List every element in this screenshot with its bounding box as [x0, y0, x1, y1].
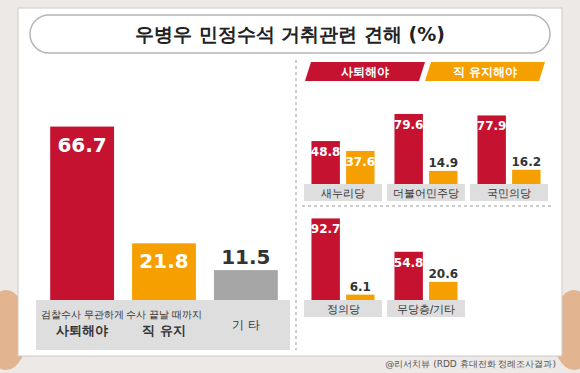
legend-label: 직 유지해야: [453, 65, 517, 79]
bars: [311, 218, 374, 300]
legend-label: 사퇴해야: [341, 65, 389, 79]
category-band: [387, 300, 465, 317]
data-label: 37.6: [346, 155, 376, 169]
category-band: [387, 184, 465, 201]
legend-swatch: [305, 62, 425, 81]
data-label: 21.8: [139, 249, 188, 273]
data-label: 92.7: [311, 222, 341, 236]
bar: [132, 243, 196, 300]
title: 우병우 민정수석 거취관련 견해 (%): [135, 23, 445, 45]
data-label: 79.6: [394, 118, 424, 132]
party-panel: 54.8 20.6 무당층/기타: [387, 252, 465, 317]
card: [18, 8, 562, 356]
bar: [311, 218, 339, 300]
category-label-line: 수사 끝날 때까지: [126, 309, 202, 320]
category-label: 수사 끝날 때까지직 유지: [126, 309, 202, 338]
chart-svg: 우병우 민정수석 거취관련 견해 (%) 66.7 21.8 11.5 검찰수사 무관하…: [0, 0, 580, 373]
bars: [394, 114, 457, 184]
bar: [429, 282, 457, 300]
category-label: 기 타: [232, 318, 260, 332]
bar: [512, 170, 540, 184]
data-label: 66.7: [57, 133, 106, 157]
category-label: 무당층/기타: [397, 303, 456, 315]
background: [0, 0, 580, 373]
bar: [477, 115, 505, 184]
title-box: [30, 15, 550, 53]
category-label: 검찰수사 무관하게사퇴해야: [41, 309, 124, 338]
chart-container: 우병우 민정수석 거취관련 견해 (%) 66.7 21.8 11.5 검찰수사 무관하…: [0, 0, 580, 373]
party-panel: 77.9 16.2 국민의당: [470, 115, 548, 201]
data-label: 54.8: [394, 256, 424, 270]
data-label: 77.9: [477, 119, 507, 133]
party-panel: 79.6 14.9 더불어민주당: [387, 114, 465, 201]
bar: [394, 252, 422, 300]
category-band: [36, 300, 290, 350]
party-chart: 사퇴해야 직 유지해야 48.8 37.6 새누리당 79.6 14.9 더불어민주당 77.9…: [304, 62, 548, 317]
category-band: [470, 184, 548, 201]
bars: [477, 115, 540, 184]
party-panel: 48.8 37.6 새누리당: [304, 141, 382, 201]
data-label: 48.8: [311, 145, 341, 159]
bar: [346, 151, 374, 184]
bar: [50, 127, 114, 300]
category-label: 국민의당: [487, 187, 531, 199]
category-label-line: 직 유지: [142, 323, 186, 338]
category-label: 새누리당: [321, 187, 365, 199]
bar: [214, 270, 278, 300]
data-label: 11.5: [221, 245, 270, 269]
category-band: [304, 184, 382, 201]
bar: [311, 141, 339, 184]
data-label: 16.2: [512, 155, 542, 169]
bar: [346, 295, 374, 300]
bar: [394, 114, 422, 184]
data-label: 6.1: [350, 280, 371, 294]
divider: [296, 60, 297, 350]
bars: [311, 141, 374, 184]
bars: [50, 127, 278, 300]
divider: [302, 206, 552, 207]
data-label: 20.6: [429, 267, 459, 281]
bar: [429, 171, 457, 184]
category-label: 정의당: [327, 303, 360, 315]
legend-swatch: [425, 62, 545, 81]
source: @리서치뷰 (RDD 휴대전화 정례조사결과): [385, 359, 556, 369]
category-label-line: 검찰수사 무관하게: [41, 309, 124, 320]
category-label-line: 사퇴해야: [56, 323, 108, 338]
party-panel: 92.7 6.1 정의당: [304, 218, 382, 317]
bars: [394, 252, 457, 300]
category-band: [304, 300, 382, 317]
data-label: 14.9: [429, 156, 459, 170]
category-label: 더불어민주당: [393, 187, 459, 199]
main-chart: 66.721.811.5검찰수사 무관하게사퇴해야수사 끝날 때까지직 유지기 …: [36, 127, 290, 350]
